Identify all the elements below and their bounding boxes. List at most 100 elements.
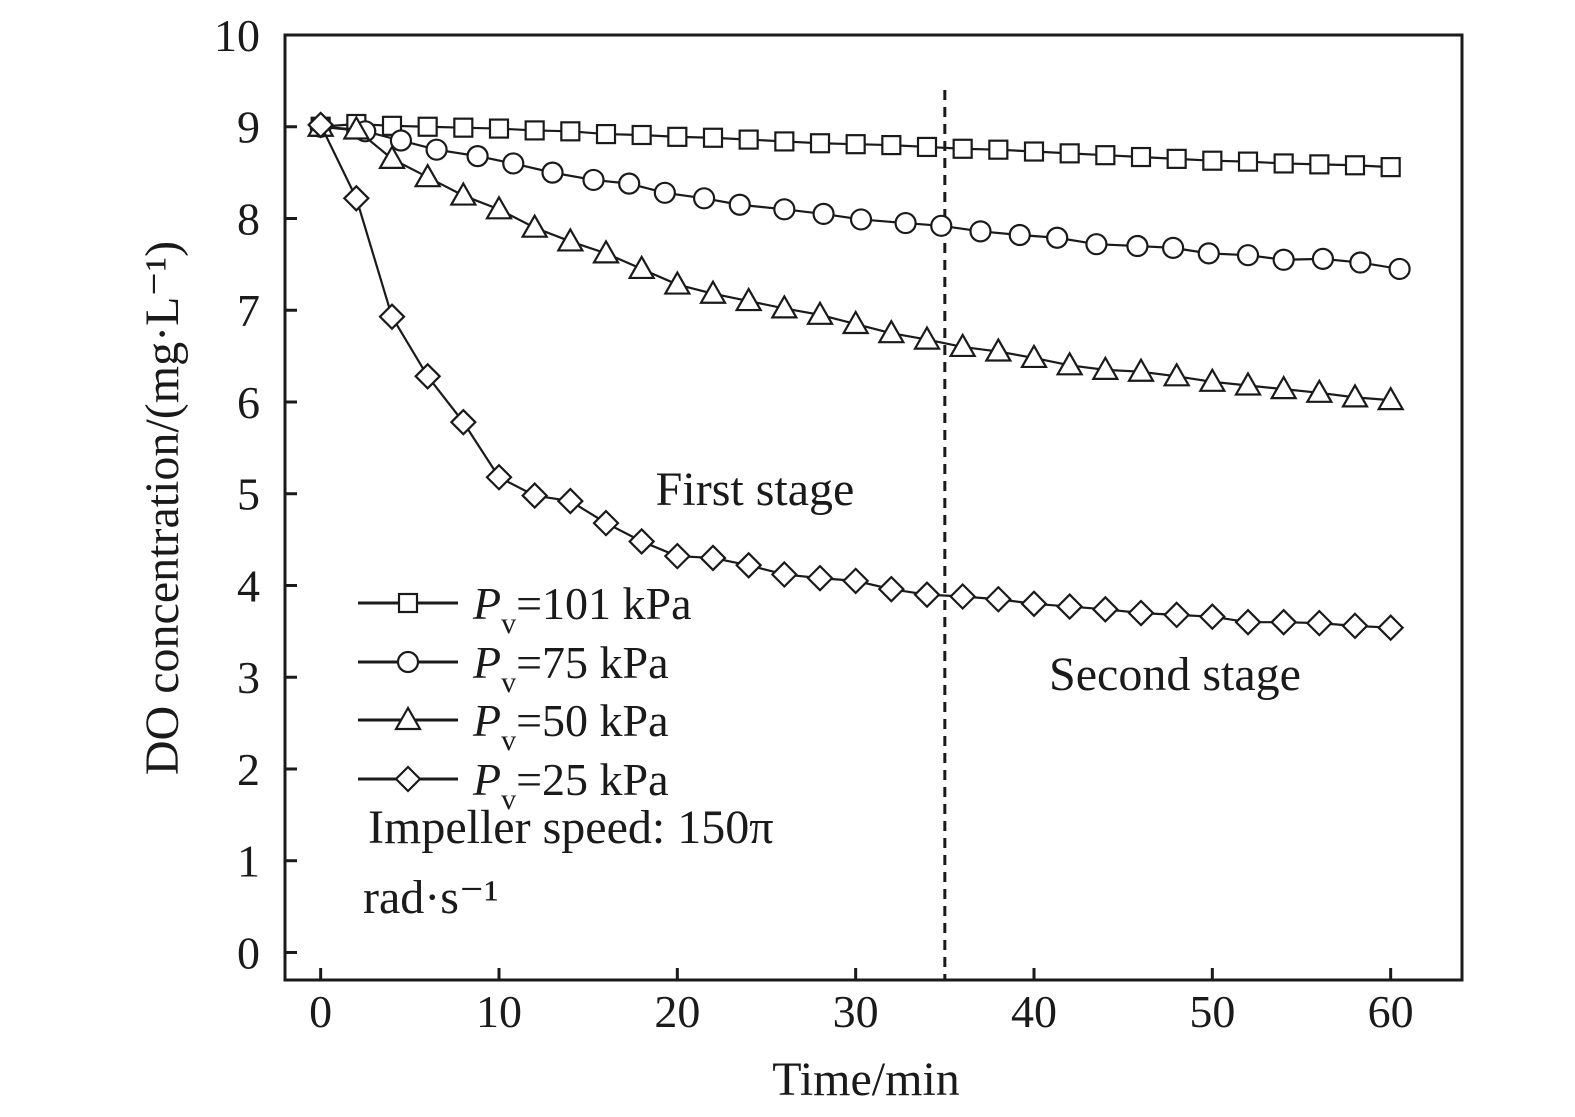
- triangle-marker: [1376, 385, 1405, 411]
- diamond-marker: [592, 509, 620, 537]
- circle-marker: [930, 214, 953, 237]
- legend-item: Pv=50 kPa: [358, 695, 669, 757]
- diamond-marker: [735, 551, 763, 579]
- diamond-marker: [378, 303, 406, 331]
- circle-marker: [1272, 248, 1295, 271]
- triangle-marker: [1055, 351, 1084, 376]
- y-tick-label: 10: [214, 10, 260, 61]
- triangle-marker: [1091, 355, 1120, 380]
- square-marker: [397, 592, 419, 614]
- square-marker: [845, 134, 866, 155]
- triangle-marker: [877, 318, 906, 344]
- square-marker: [1166, 148, 1187, 169]
- series-layer: [306, 111, 1411, 642]
- first-stage-label: First stage: [656, 463, 855, 516]
- circle-marker: [425, 138, 448, 161]
- circle-marker: [969, 220, 992, 243]
- triangle-marker: [734, 286, 763, 312]
- legend-label: Pv=75 kPa: [472, 637, 669, 699]
- triangle-marker: [520, 213, 549, 238]
- triangle-marker: [770, 294, 799, 319]
- square-marker: [1059, 143, 1080, 164]
- diamond-marker: [877, 575, 905, 603]
- square-marker: [1095, 145, 1116, 166]
- triangle-marker: [1020, 343, 1048, 369]
- triangle-marker: [485, 195, 513, 220]
- square-marker: [524, 120, 545, 141]
- diamond-marker: [307, 111, 335, 139]
- triangle-marker: [699, 279, 727, 304]
- triangle-marker: [841, 309, 870, 335]
- diamond-marker: [1270, 608, 1298, 636]
- x-axis-ticks: 0 10 20 30 40 50 60: [309, 968, 1414, 1037]
- square-marker: [881, 134, 902, 156]
- impeller-speed-unit: rad·s⁻¹: [363, 871, 499, 924]
- triangle-marker: [413, 162, 442, 188]
- square-marker: [952, 138, 973, 159]
- diamond-marker: [449, 408, 477, 436]
- x-tick-label: 30: [833, 986, 879, 1037]
- square-marker: [560, 121, 581, 142]
- square-marker: [702, 127, 724, 148]
- square-marker: [1023, 141, 1045, 162]
- circle-marker: [1126, 234, 1149, 258]
- series-diamond: [307, 111, 1405, 642]
- square-marker: [916, 136, 938, 158]
- square-marker: [631, 124, 652, 146]
- circle-marker: [1197, 242, 1220, 265]
- circle-marker: [1236, 244, 1260, 267]
- circle-marker: [894, 211, 917, 235]
- circle-marker: [466, 145, 489, 168]
- x-tick-label: 40: [1011, 986, 1057, 1037]
- square-marker: [1344, 155, 1366, 176]
- diamond-marker: [628, 527, 656, 556]
- diamond-marker: [1341, 612, 1369, 640]
- x-axis-title: Time/min: [772, 1053, 960, 1106]
- diamond-marker: [984, 585, 1012, 613]
- triangle-marker: [627, 254, 656, 280]
- diamond-marker: [414, 362, 442, 390]
- diamond-marker: [394, 765, 422, 793]
- y-tick-label: 2: [237, 744, 260, 795]
- diamond-marker: [663, 542, 691, 570]
- triangle-marker: [1341, 383, 1369, 408]
- triangle-marker: [342, 115, 371, 140]
- x-tick-label: 50: [1189, 986, 1235, 1037]
- triangle-marker: [948, 332, 977, 358]
- series-line: [320, 125, 1391, 402]
- diamond-marker: [770, 560, 798, 589]
- triangle-marker: [913, 325, 941, 350]
- y-tick-label: 7: [237, 285, 260, 336]
- y-tick-label: 0: [237, 927, 260, 978]
- diamond-marker: [1091, 595, 1119, 623]
- circle-marker: [1085, 233, 1108, 256]
- second-stage-label: Second stage: [1049, 648, 1301, 701]
- legend-item: Pv=101 kPa: [358, 578, 692, 640]
- diamond-marker: [699, 544, 727, 572]
- square-marker: [1237, 151, 1259, 172]
- diamond-marker: [806, 564, 834, 592]
- triangle-marker: [449, 181, 478, 206]
- diamond-marker: [342, 184, 370, 212]
- diamond-marker: [521, 482, 549, 510]
- triangle-marker: [1198, 367, 1227, 392]
- diamond-marker: [1234, 608, 1262, 636]
- y-tick-label: 5: [237, 469, 260, 520]
- square-marker: [774, 131, 795, 152]
- circle-marker: [541, 161, 564, 184]
- square-marker: [1130, 146, 1152, 168]
- square-marker: [417, 116, 438, 137]
- square-marker: [1202, 150, 1223, 171]
- square-marker: [1273, 153, 1294, 174]
- circle-marker: [653, 181, 676, 204]
- y-tick-label: 9: [237, 102, 260, 153]
- circle-marker: [728, 193, 751, 216]
- series-square: [310, 113, 1401, 178]
- circle-marker: [812, 202, 835, 226]
- y-tick-label: 4: [237, 560, 260, 611]
- circle-marker: [692, 187, 716, 210]
- x-tick-label: 20: [654, 986, 700, 1037]
- series-triangle: [306, 112, 1405, 411]
